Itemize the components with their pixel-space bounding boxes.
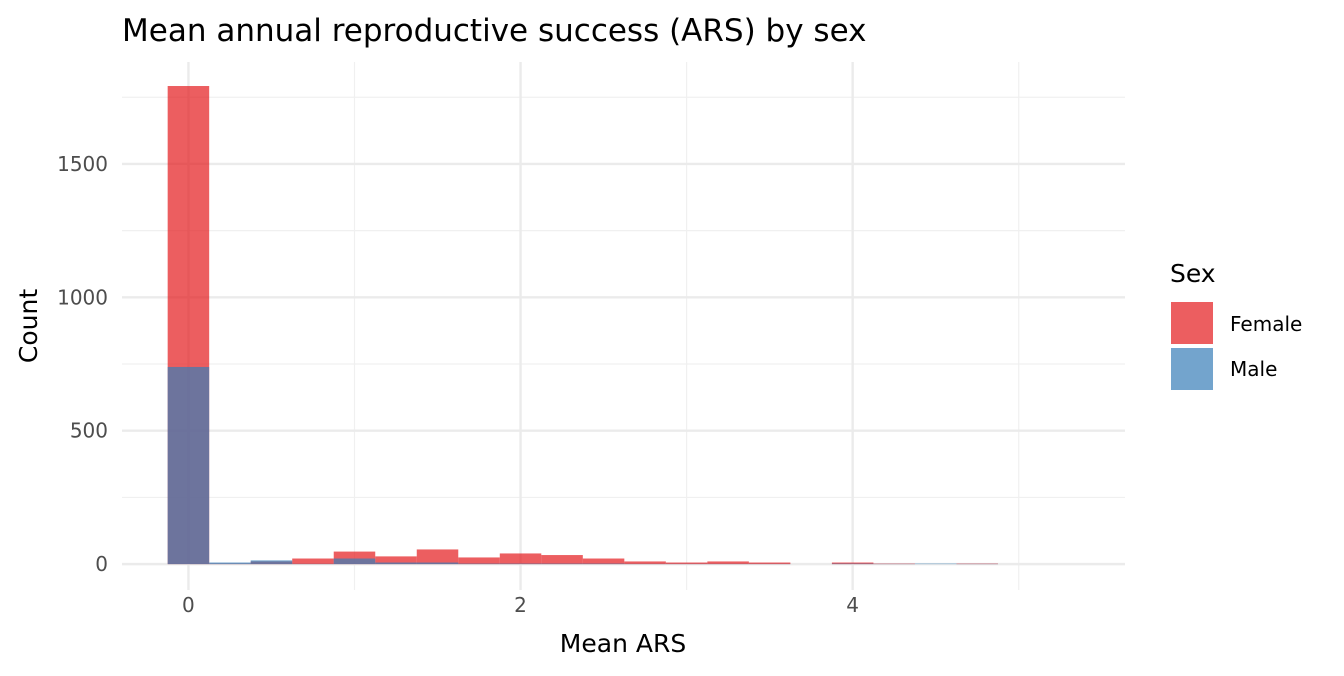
bar-female <box>583 559 625 565</box>
bar-male <box>458 564 500 565</box>
bar-male <box>500 564 542 565</box>
bar-female <box>541 555 583 564</box>
chart-title: Mean annual reproductive success (ARS) b… <box>122 13 866 49</box>
legend-label-male: Male <box>1230 357 1277 381</box>
y-tick-label: 500 <box>70 419 108 443</box>
legend: Sex Female Male <box>1170 259 1302 390</box>
x-tick-label: 0 <box>182 593 195 617</box>
bar-male <box>251 560 293 564</box>
legend-title: Sex <box>1170 259 1216 288</box>
x-tick-label: 2 <box>514 593 527 617</box>
bar-female <box>707 561 749 564</box>
y-tick-label: 1500 <box>57 152 108 176</box>
bar-female <box>417 549 459 564</box>
bar-male <box>209 563 251 565</box>
bar-male <box>583 564 625 565</box>
bar-female <box>500 553 542 564</box>
bar-male <box>334 559 376 565</box>
grid <box>122 62 1125 590</box>
y-tick-label: 1000 <box>57 285 108 309</box>
bar-male <box>541 564 583 565</box>
bar-male <box>915 564 957 565</box>
bar-female <box>292 559 334 565</box>
y-tick-label: 0 <box>95 552 108 576</box>
bar-male <box>832 564 874 565</box>
x-tick-label: 4 <box>846 593 859 617</box>
x-axis-label: Mean ARS <box>560 629 686 658</box>
legend-label-female: Female <box>1230 312 1302 336</box>
bars <box>168 86 998 564</box>
bar-female <box>624 561 666 564</box>
legend-key-male <box>1171 348 1213 390</box>
y-axis-label: Count <box>14 289 43 363</box>
legend-key-female <box>1171 302 1213 344</box>
bar-male <box>417 563 459 565</box>
bar-male <box>168 367 210 564</box>
bar-male <box>375 563 417 565</box>
bar-female <box>458 557 500 564</box>
